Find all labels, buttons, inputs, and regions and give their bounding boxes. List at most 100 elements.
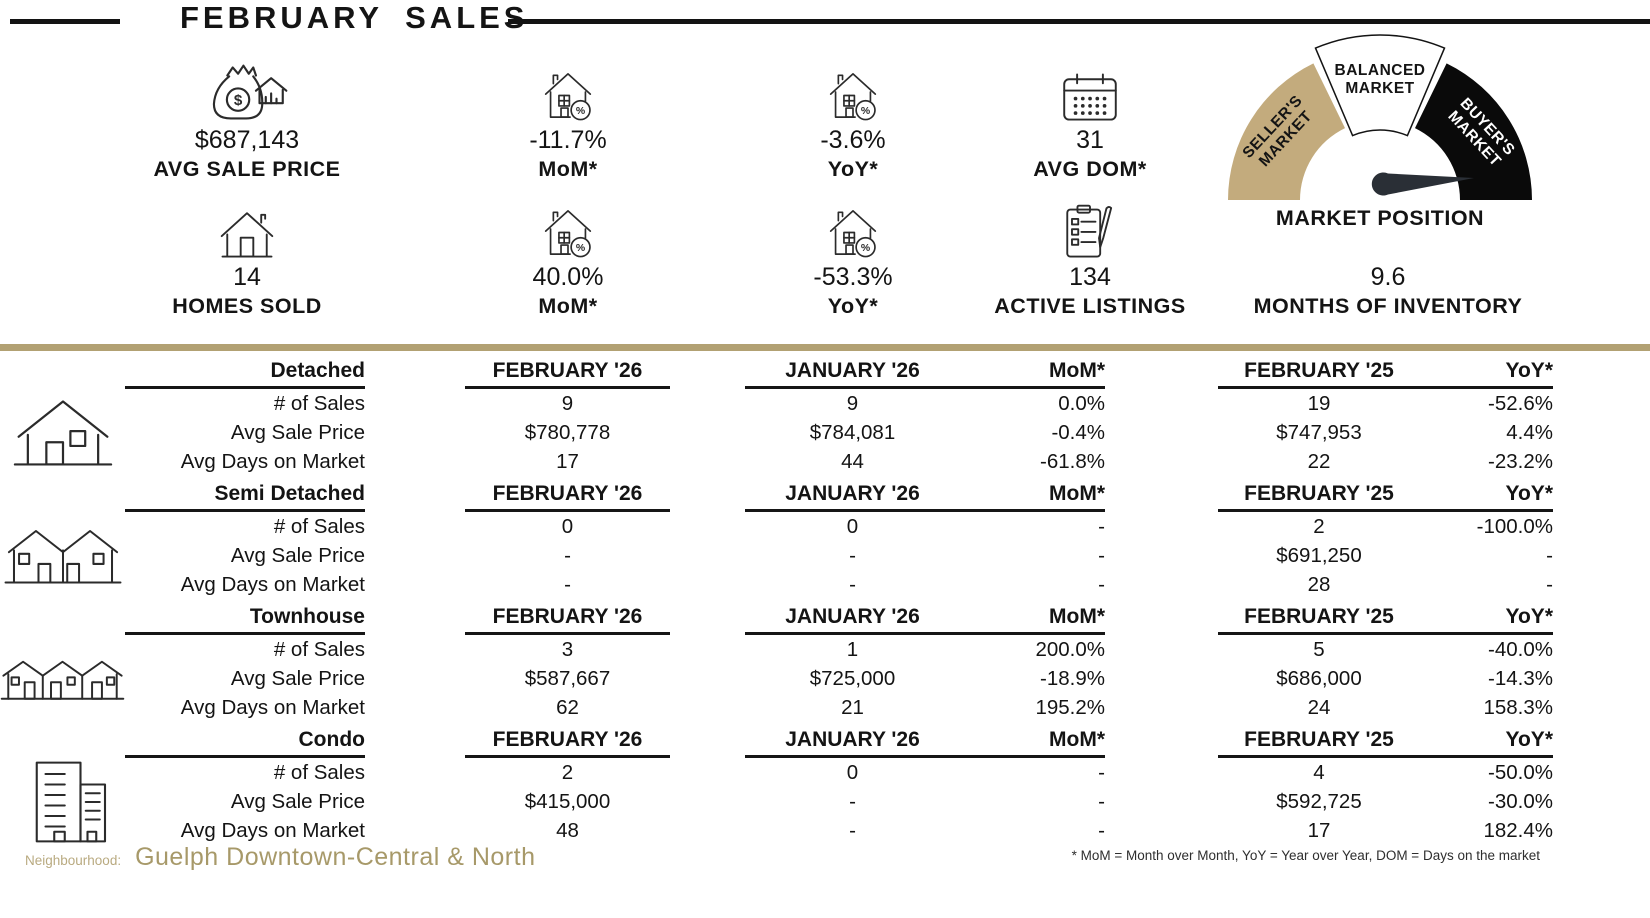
- cell-feb26: -: [564, 573, 571, 596]
- col-header-feb25: FEBRUARY '25: [1244, 482, 1394, 505]
- cell-feb25: $691,250: [1276, 544, 1362, 567]
- cell-jan26: -: [849, 819, 856, 842]
- neighbourhood-label: Neighbourhood:: [25, 853, 122, 868]
- title-rule-right: [508, 19, 1650, 24]
- table-row-dom: Avg Days on Market - - - 28 -: [0, 570, 1650, 599]
- cell-feb26: $587,667: [524, 667, 611, 690]
- cell-jan26: 0: [846, 515, 859, 538]
- col-header-mom: MoM*: [1049, 359, 1105, 382]
- row-label: Avg Days on Market: [180, 450, 365, 473]
- cell-jan26: 9: [846, 392, 859, 415]
- cell-feb25: $592,725: [1276, 790, 1362, 813]
- table-row-sales: # of Sales 2 0 - 4 -50.0%: [0, 758, 1650, 787]
- cell-jan26: 44: [841, 450, 864, 473]
- cell-feb25: $747,953: [1276, 421, 1362, 444]
- col-header-yoy: YoY*: [1505, 605, 1553, 628]
- cell-jan26: 0: [846, 761, 859, 784]
- cell-feb25: 19: [1307, 392, 1331, 415]
- semi-detached-house-icon: [0, 512, 125, 599]
- col-header-mom: MoM*: [1049, 605, 1105, 628]
- row-label: # of Sales: [273, 761, 365, 784]
- table-row-dom: Avg Days on Market 17 44 -61.8% 22 -23.2…: [0, 447, 1650, 476]
- stat-price-mom: -11.7% MoM*: [468, 66, 668, 182]
- stat-label: AVG SALE PRICE: [153, 157, 341, 181]
- section-title: Condo: [125, 725, 365, 758]
- row-label: Avg Days on Market: [180, 573, 365, 596]
- stat-label: HOMES SOLD: [172, 294, 322, 318]
- col-header-yoy: YoY*: [1505, 728, 1553, 751]
- cell-feb25: 2: [1313, 515, 1325, 538]
- cell-jan26: -: [849, 544, 856, 567]
- stat-value: 31: [1076, 126, 1104, 154]
- cell-mom: -61.8%: [1040, 450, 1105, 473]
- cell-feb25: 28: [1307, 573, 1331, 596]
- cell-mom: -: [1098, 761, 1105, 784]
- cell-jan26: 1: [846, 638, 859, 661]
- col-header-feb25: FEBRUARY '25: [1244, 359, 1394, 382]
- page-title: FEBRUARY SALES: [180, 0, 529, 35]
- cell-yoy: -14.3%: [1488, 667, 1553, 690]
- cell-feb26: $780,778: [524, 421, 611, 444]
- title-rule-left: [10, 19, 120, 24]
- stat-value: -11.7%: [529, 126, 607, 154]
- cell-yoy: -50.0%: [1488, 761, 1553, 784]
- stat-label: AVG DOM*: [1033, 157, 1147, 181]
- house-percent-icon: [753, 203, 953, 259]
- cell-jan26: 21: [841, 696, 864, 719]
- stat-sold-mom: 40.0% MoM*: [468, 203, 668, 319]
- gauge-title: MARKET POSITION: [1275, 206, 1485, 230]
- house-percent-icon: [753, 66, 953, 122]
- cell-mom: -: [1098, 790, 1105, 813]
- row-label: # of Sales: [273, 392, 365, 415]
- cell-mom: 200.0%: [1035, 638, 1105, 661]
- cell-feb26: -: [564, 544, 571, 567]
- gauge-balanced-label-line1: BALANCED: [1335, 62, 1426, 79]
- cell-jan26: $725,000: [809, 667, 896, 690]
- sales-table: Detached FEBRUARY '26 JANUARY '26 MoM* FE…: [0, 353, 1650, 845]
- section-divider: [0, 344, 1650, 351]
- cell-feb26: 3: [561, 638, 574, 661]
- table-row-price: Avg Sale Price $780,778 $784,081 -0.4% $…: [0, 418, 1650, 447]
- cell-feb25: $686,000: [1276, 667, 1362, 690]
- cell-jan26: -: [849, 573, 856, 596]
- gauge-balanced-label-line2: MARKET: [1345, 80, 1414, 97]
- table-section-semi-detached: Semi Detached FEBRUARY '26 JANUARY '26 Mo…: [0, 476, 1650, 599]
- cell-yoy: 4.4%: [1506, 421, 1553, 444]
- col-header-jan26: JANUARY '26: [785, 482, 920, 505]
- section-title: Townhouse: [125, 602, 365, 635]
- section-header-row: Condo FEBRUARY '26 JANUARY '26 MoM* FEBRU…: [0, 722, 1650, 758]
- col-header-mom: MoM*: [1049, 728, 1105, 751]
- cell-mom: -: [1098, 573, 1105, 596]
- row-label: Avg Sale Price: [230, 667, 365, 690]
- col-header-feb26: FEBRUARY '26: [465, 725, 670, 758]
- market-position-gauge: SELLER'S MARKET BALANCED MARKET BUYER'S …: [1212, 28, 1548, 231]
- row-label: Avg Days on Market: [180, 819, 365, 842]
- stat-months-of-inventory: 9.6 MONTHS OF INVENTORY: [1238, 203, 1538, 319]
- cell-mom: 195.2%: [1035, 696, 1105, 719]
- col-header-yoy: YoY*: [1505, 359, 1553, 382]
- stat-homes-sold: 14 HOMES SOLD: [97, 203, 397, 319]
- stat-avg-dom: 31 AVG DOM*: [960, 66, 1220, 182]
- section-title: Semi Detached: [125, 479, 365, 512]
- cell-mom: -0.4%: [1051, 421, 1105, 444]
- money-bag-house-icon: [97, 66, 397, 122]
- cell-feb26: $415,000: [524, 790, 611, 813]
- cell-yoy: -40.0%: [1488, 638, 1553, 661]
- gauge-seller-segment: [1228, 63, 1345, 201]
- table-row-sales: # of Sales 3 1 200.0% 5 -40.0%: [0, 635, 1650, 664]
- stat-label: YoY*: [827, 294, 879, 318]
- cell-feb25: 4: [1313, 761, 1325, 784]
- cell-yoy: -23.2%: [1488, 450, 1553, 473]
- gauge-buyer-segment: [1415, 63, 1532, 201]
- col-header-feb26: FEBRUARY '26: [465, 479, 670, 512]
- house-icon: [97, 203, 397, 259]
- stat-avg-sale-price: $687,143 AVG SALE PRICE: [97, 66, 397, 182]
- cell-feb26: 9: [561, 392, 574, 415]
- cell-yoy: -52.6%: [1488, 392, 1553, 415]
- house-percent-icon: [468, 203, 668, 259]
- stat-label: MoM*: [538, 294, 598, 318]
- table-row-sales: # of Sales 0 0 - 2 -100.0%: [0, 512, 1650, 541]
- table-row-dom: Avg Days on Market 48 - - 17 182.4%: [0, 816, 1650, 845]
- table-row-price: Avg Sale Price - - - $691,250 -: [0, 541, 1650, 570]
- row-label: Avg Sale Price: [230, 421, 365, 444]
